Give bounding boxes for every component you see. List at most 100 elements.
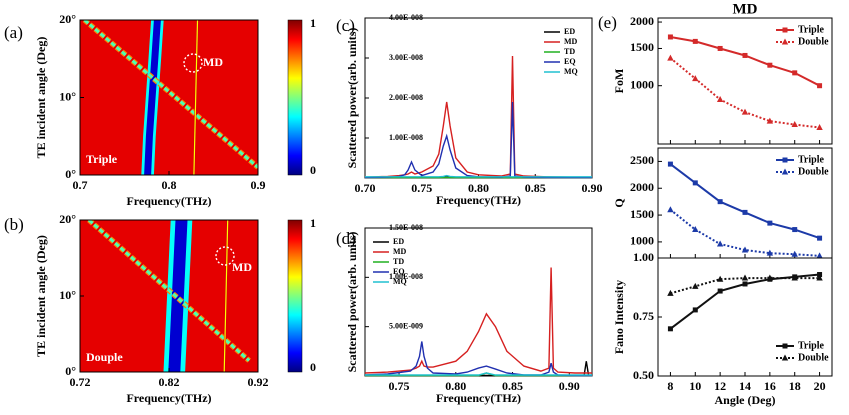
x-tick-label: 0.85 xyxy=(502,379,523,393)
annotation: Triple xyxy=(86,152,118,166)
x-axis-label: Frequency(THz) xyxy=(436,193,521,207)
legend-label: EQ xyxy=(393,267,405,276)
spectrum-line xyxy=(364,55,592,178)
annotation: MD xyxy=(232,260,252,274)
feature xyxy=(193,20,199,175)
legend-label: ED xyxy=(393,237,404,246)
y-tick-label: 0.75 xyxy=(633,309,654,323)
marker xyxy=(792,227,798,233)
panel-label: (d) xyxy=(336,229,356,248)
marker xyxy=(717,45,723,51)
spectrum-line xyxy=(365,372,592,376)
marker xyxy=(781,354,789,361)
marker xyxy=(767,220,773,226)
marker xyxy=(766,249,774,256)
legend-label: ED xyxy=(564,27,575,36)
y-tick-label: 1500 xyxy=(630,40,654,54)
x-axis-label: Angle (Deg) xyxy=(715,393,776,407)
x-tick-label: 0.7 xyxy=(73,178,88,192)
marker xyxy=(692,38,698,44)
x-tick-label: 0.82 xyxy=(159,375,180,389)
x-tick-label: 16 xyxy=(764,379,776,393)
y-tick-label: 0.50 xyxy=(633,368,654,382)
panel-label: (e) xyxy=(598,13,617,32)
marker xyxy=(766,117,774,124)
heatmap-features xyxy=(82,20,258,175)
marker xyxy=(791,274,798,281)
y-tick-label: 2500 xyxy=(630,153,654,167)
marker xyxy=(792,70,798,76)
marker xyxy=(791,250,798,257)
colorbar-tick-label: 0 xyxy=(310,360,316,374)
x-axis-label: Frequency(THz) xyxy=(126,194,211,208)
y-axis-label: FoM xyxy=(612,69,626,94)
y-tick-label: 1.50E-008 xyxy=(389,223,423,232)
marker xyxy=(667,326,673,332)
annotation: MD xyxy=(203,55,223,69)
x-tick-label: 0.90 xyxy=(582,181,603,195)
x-tick-label: 0.80 xyxy=(468,181,489,195)
y-tick-label: 0° xyxy=(65,167,76,181)
y-tick-label: 0° xyxy=(65,364,76,378)
x-tick-label: 0.8 xyxy=(162,178,177,192)
x-tick-label: 0.80 xyxy=(445,379,466,393)
marker xyxy=(667,289,674,296)
x-tick-label: 0.75 xyxy=(389,379,410,393)
marker xyxy=(716,275,724,282)
legend-label: MQ xyxy=(564,67,578,76)
legend-label: EQ xyxy=(564,57,576,66)
marker xyxy=(791,121,798,128)
panel-label: (c) xyxy=(336,16,355,35)
colorbar-tick-label: 0 xyxy=(310,163,316,177)
y-axis-label: Q xyxy=(612,198,626,207)
feature xyxy=(223,220,229,372)
spectrum-line xyxy=(364,267,592,374)
x-tick-label: 18 xyxy=(789,379,801,393)
marker xyxy=(816,124,823,131)
chart-title: MD xyxy=(733,1,758,17)
colorbar xyxy=(287,19,303,176)
x-tick-label: 0.85 xyxy=(525,181,546,195)
x-tick-label: 0.70 xyxy=(355,181,376,195)
x-tick-label: 8 xyxy=(667,379,673,393)
marker xyxy=(692,180,698,186)
colorbar xyxy=(287,219,303,373)
spectrum-line xyxy=(365,174,592,178)
x-tick-label: 0.9 xyxy=(251,178,266,192)
legend-label: Triple xyxy=(798,340,824,351)
x-tick-label: 12 xyxy=(714,379,726,393)
x-tick-label: 20 xyxy=(814,379,826,393)
colorbar-tick-label: 1 xyxy=(310,216,316,230)
marker xyxy=(816,252,823,259)
y-tick-label: 1000 xyxy=(630,77,654,91)
marker xyxy=(692,307,698,313)
y-tick-label: 1500 xyxy=(630,207,654,221)
marker xyxy=(766,274,774,281)
marker xyxy=(782,27,788,33)
y-tick-label: 3.00E-008 xyxy=(389,53,423,62)
y-tick-label: 2000 xyxy=(630,180,654,194)
panel-label: (a) xyxy=(4,23,23,42)
legend-label: TD xyxy=(564,47,575,56)
series-line xyxy=(669,57,820,129)
marker xyxy=(741,246,749,253)
y-tick-label: 2.00E-008 xyxy=(389,93,423,102)
x-tick-label: 14 xyxy=(739,379,751,393)
y-tick-label: 1.00E-008 xyxy=(389,272,423,281)
marker xyxy=(667,34,673,40)
legend-label: Double xyxy=(798,352,829,363)
x-tick-label: 0.92 xyxy=(248,375,269,389)
legend-label: Double xyxy=(798,36,829,47)
legend-label: MD xyxy=(393,247,407,256)
legend-label: MD xyxy=(564,37,578,46)
x-tick-label: 0.72 xyxy=(70,375,91,389)
y-axis-label: Scattered power(arb. units) xyxy=(345,28,359,169)
x-axis-label: Frequency(THz) xyxy=(436,391,521,405)
marker xyxy=(717,199,723,205)
marker xyxy=(741,274,749,281)
y-axis-label: TE incident angle (Deg) xyxy=(34,235,48,357)
y-tick-label: 2000 xyxy=(630,14,654,28)
marker xyxy=(716,96,724,103)
marker xyxy=(667,206,674,213)
